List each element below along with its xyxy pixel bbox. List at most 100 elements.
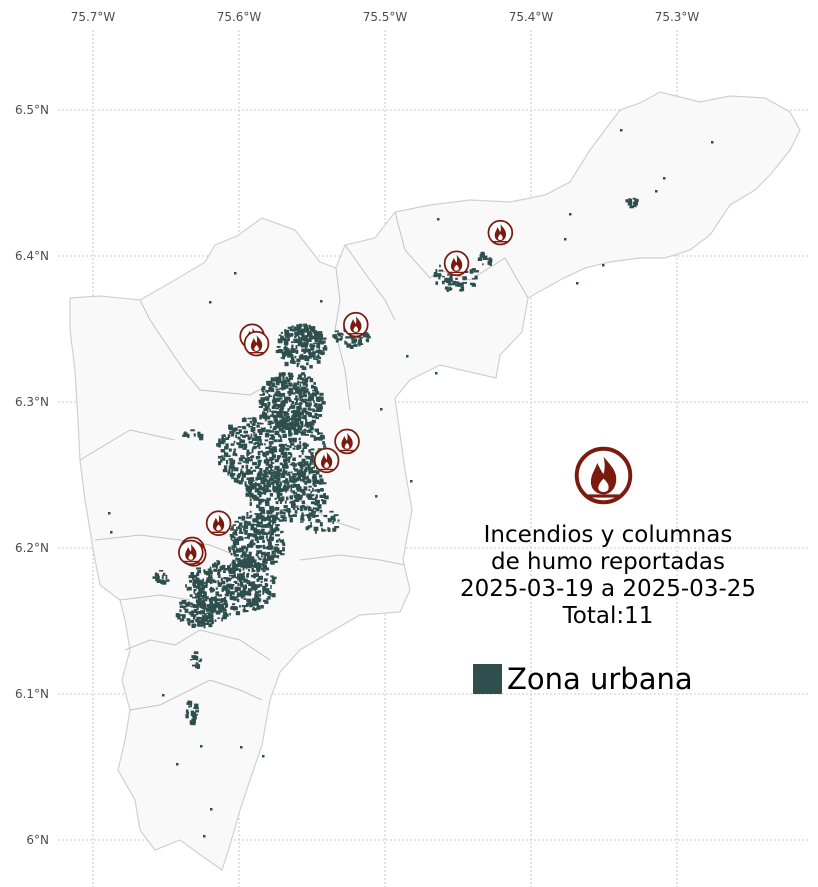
urban-patch [283,414,286,416]
urban-patch [295,428,301,433]
urban-patch [285,334,290,339]
urban-patch [442,280,445,285]
urban-patch [297,340,302,346]
urban-patch [249,603,253,608]
urban-patch [210,622,214,625]
urban-patch [197,622,201,627]
urban-patch [287,413,290,416]
urban-patch [241,581,244,586]
urban-patch [311,332,313,335]
urban-patch [303,323,308,327]
urban-patch [290,347,295,351]
urban-patch [256,605,260,610]
urban-patch [287,338,290,341]
urban-patch [264,403,267,408]
urban-patch [276,425,281,429]
urban-patch [222,615,227,620]
urban-patch [300,373,303,376]
urban-patch [272,485,275,488]
urban-patch [239,527,242,532]
urban-patch [269,524,274,529]
urban-patch [312,498,316,501]
urban-patch [259,394,265,396]
urban-patch [455,283,459,287]
urban-patch [308,428,312,432]
urban-patch [203,835,206,838]
urban-patch [258,488,261,490]
urban-patch [190,572,195,576]
urban-patch [248,441,253,444]
urban-patch [281,384,286,389]
urban-patch [455,277,458,280]
urban-patch [258,566,262,569]
urban-patch [315,428,319,433]
urban-patch [576,282,579,285]
urban-patch [315,507,320,512]
x-tick-label: 75.5°W [363,10,408,24]
urban-patch [308,395,314,401]
urban-patch [291,350,295,353]
urban-patch [199,658,203,661]
urban-patch [219,603,222,607]
urban-patch [294,445,298,448]
urban-patch [276,477,281,482]
urban-patch [266,381,271,385]
urban-patch [301,500,305,504]
urban-patch [276,346,281,348]
urban-patch [252,518,257,523]
urban-patch [255,600,261,603]
urban-patch [162,694,165,697]
urban-patch [300,450,305,453]
urban-patch [296,398,298,403]
urban-patch [270,481,275,485]
urban-patch [284,329,289,332]
urban-patch [238,457,244,462]
legend-title: Incendios y columnas de humo reportadas … [430,522,786,630]
urban-patch [190,710,195,715]
urban-patch [304,434,310,436]
urban-patch [214,599,218,603]
urban-patch [287,452,292,455]
urban-patch [202,600,205,602]
urban-patch [241,516,245,521]
urban-patch [251,492,254,497]
urban-patch [246,459,252,462]
urban-patch [314,334,317,337]
urban-patch [255,441,260,445]
urban-patch [197,431,201,436]
urban-patch [281,392,286,397]
urban-patch [634,198,639,202]
urban-patch [306,348,309,352]
urban-patch [197,579,202,583]
urban-patch [255,553,258,557]
urban-patch [259,414,265,418]
urban-patch [258,498,264,503]
urban-patch [632,202,635,205]
urban-patch [193,706,196,710]
urban-patch [273,425,278,429]
urban-patch [282,468,285,473]
urban-patch [275,473,281,477]
urban-patch [629,205,634,209]
urban-patch [266,497,271,501]
urban-patch [191,614,197,617]
urban-patch [269,540,271,543]
urban-patch [269,493,273,497]
urban-patch [223,577,228,580]
urban-patch [282,539,284,542]
urban-patch [307,525,313,528]
urban-patch [181,599,187,604]
urban-patch [263,499,266,502]
urban-patch [237,426,242,428]
urban-patch [480,252,485,256]
urban-patch [308,471,314,474]
urban-patch [300,463,305,467]
urban-patch [271,514,276,518]
urban-patch [284,361,289,367]
urban-patch [231,470,233,473]
urban-patch [307,507,312,512]
urban-patch [233,529,238,531]
urban-patch [264,523,269,528]
urban-patch [306,325,309,330]
urban-patch [273,561,278,563]
